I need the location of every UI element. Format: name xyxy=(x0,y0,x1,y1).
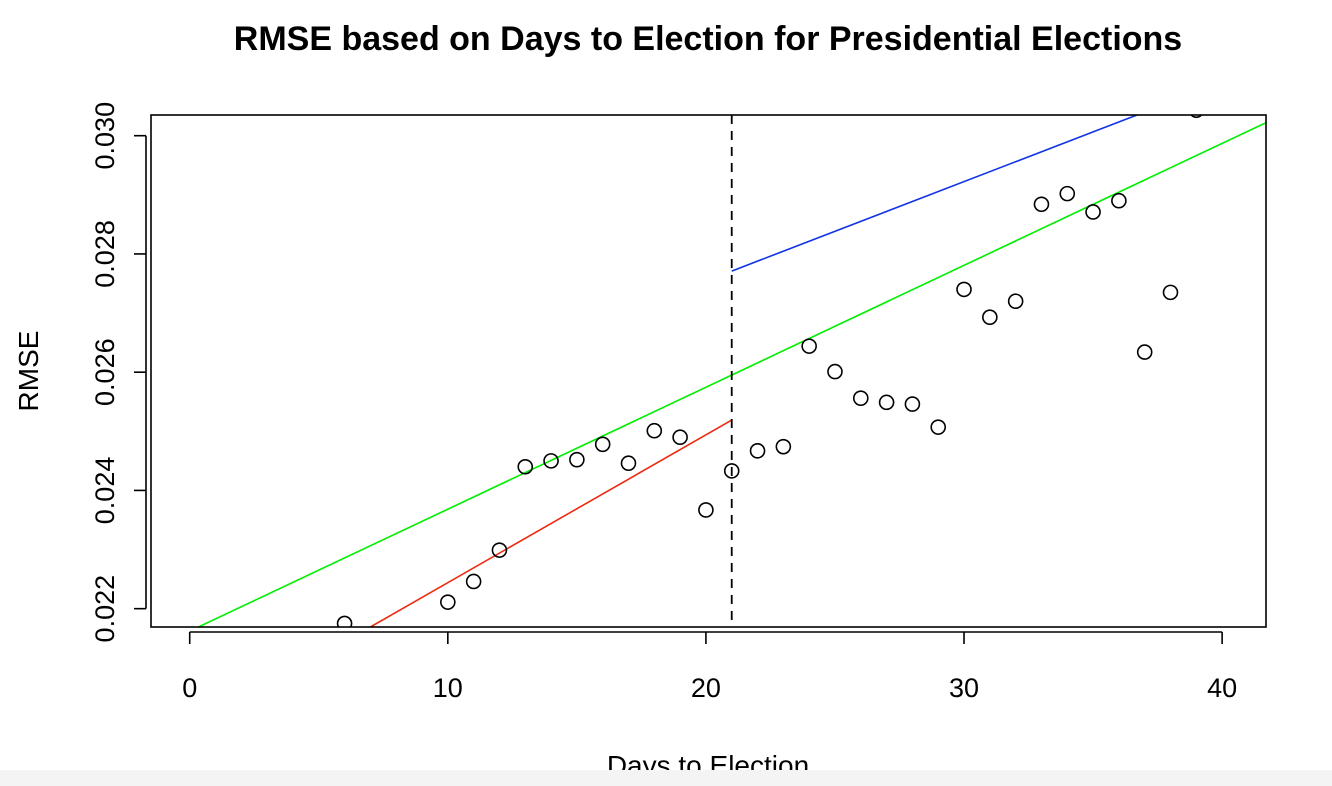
data-point xyxy=(336,615,353,627)
data-point xyxy=(1033,196,1050,213)
data-point xyxy=(1190,115,1203,119)
data-point xyxy=(594,436,611,453)
chart-title: RMSE based on Days to Election for Presi… xyxy=(234,20,1182,58)
x-tick-label: 40 xyxy=(1207,673,1237,703)
x-axis: 0 10 20 30 40 xyxy=(182,631,1237,703)
y-tick-label: 0.024 xyxy=(90,457,120,525)
fit-line-3 xyxy=(731,115,1138,272)
data-point xyxy=(672,429,688,446)
data-point xyxy=(1111,192,1127,209)
y-axis-label: RMSE xyxy=(13,331,44,412)
plot-area xyxy=(196,115,1266,627)
data-point xyxy=(698,502,714,518)
data-point xyxy=(749,443,766,459)
data-point xyxy=(723,463,740,479)
data-point xyxy=(569,451,585,468)
data-point xyxy=(904,396,921,412)
fit-line-2 xyxy=(369,419,733,627)
data-point xyxy=(1085,204,1101,220)
y-tick-label: 0.022 xyxy=(90,575,120,643)
x-tick-label: 30 xyxy=(949,673,979,703)
data-point xyxy=(852,390,869,406)
data-point xyxy=(646,422,663,439)
data-point xyxy=(440,594,456,610)
window-bottom-strip xyxy=(0,770,1332,786)
data-point xyxy=(801,338,817,354)
data-point xyxy=(491,542,508,558)
data-point xyxy=(517,458,534,475)
data-point xyxy=(1136,344,1153,360)
data-point xyxy=(465,573,482,590)
data-point xyxy=(1059,185,1076,202)
x-tick-label: 0 xyxy=(182,673,197,703)
plot-frame xyxy=(150,114,1267,628)
fit-line-1 xyxy=(196,121,1266,627)
y-tick-label: 0.026 xyxy=(90,338,120,406)
data-point xyxy=(543,453,559,469)
data-point xyxy=(878,394,895,411)
y-tick-label: 0.030 xyxy=(90,102,120,170)
data-point xyxy=(956,281,972,298)
x-tick-label: 20 xyxy=(691,673,721,703)
data-point xyxy=(982,309,998,325)
y-tick-label: 0.028 xyxy=(90,220,120,288)
data-point xyxy=(1162,284,1179,301)
x-tick-label: 10 xyxy=(433,673,463,703)
data-point xyxy=(620,455,637,472)
data-point xyxy=(1007,293,1024,310)
data-point xyxy=(930,419,947,435)
data-point xyxy=(775,438,792,455)
data-point xyxy=(827,363,843,380)
y-axis: 0.022 0.024 0.026 0.028 0.030 xyxy=(90,102,147,643)
